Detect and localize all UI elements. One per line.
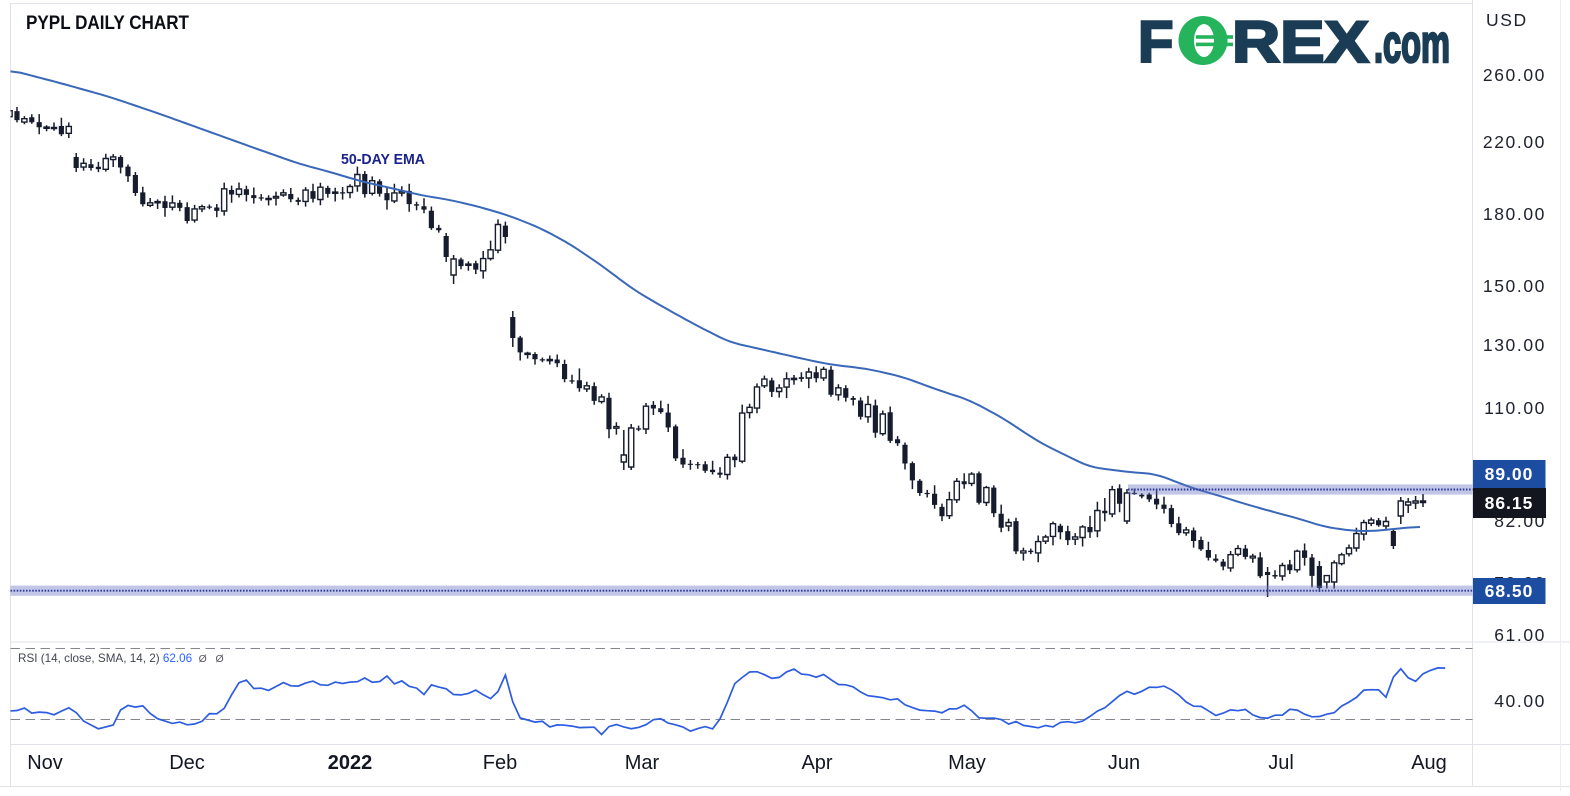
svg-text:PYPL DAILY CHART: PYPL DAILY CHART bbox=[26, 13, 189, 34]
svg-text:68.50: 68.50 bbox=[1485, 581, 1534, 601]
svg-text:Dec: Dec bbox=[169, 752, 205, 774]
svg-text:110.00: 110.00 bbox=[1484, 398, 1546, 418]
svg-text:Jun: Jun bbox=[1108, 752, 1140, 774]
svg-text:260.00: 260.00 bbox=[1483, 65, 1546, 85]
svg-text:Aug: Aug bbox=[1411, 752, 1447, 774]
svg-text:61.00: 61.00 bbox=[1494, 625, 1546, 645]
svg-text:USD: USD bbox=[1486, 10, 1528, 30]
svg-text:Nov: Nov bbox=[27, 752, 63, 774]
svg-text:50-DAY EMA: 50-DAY EMA bbox=[341, 151, 425, 168]
svg-text:Apr: Apr bbox=[801, 752, 832, 774]
svg-text:Feb: Feb bbox=[483, 752, 517, 774]
svg-text:40.00: 40.00 bbox=[1494, 691, 1546, 711]
svg-text:89.00: 89.00 bbox=[1485, 464, 1534, 484]
svg-text:180.00: 180.00 bbox=[1483, 204, 1546, 224]
svg-text:.com: .com bbox=[1374, 15, 1450, 74]
svg-text:Mar: Mar bbox=[625, 752, 660, 774]
svg-text:220.00: 220.00 bbox=[1483, 132, 1546, 152]
svg-text:F: F bbox=[1138, 10, 1173, 75]
svg-text:Jul: Jul bbox=[1268, 752, 1294, 774]
svg-text:May: May bbox=[948, 752, 986, 774]
svg-text:2022: 2022 bbox=[328, 752, 373, 774]
svg-text:RSI (14, close, SMA, 14, 2) 62: RSI (14, close, SMA, 14, 2) 62.06 Ø Ø bbox=[18, 652, 224, 665]
svg-text:150.00: 150.00 bbox=[1483, 276, 1546, 296]
svg-text:130.00: 130.00 bbox=[1483, 335, 1546, 355]
svg-text:86.15: 86.15 bbox=[1485, 493, 1534, 513]
svg-text:REX: REX bbox=[1232, 10, 1369, 75]
